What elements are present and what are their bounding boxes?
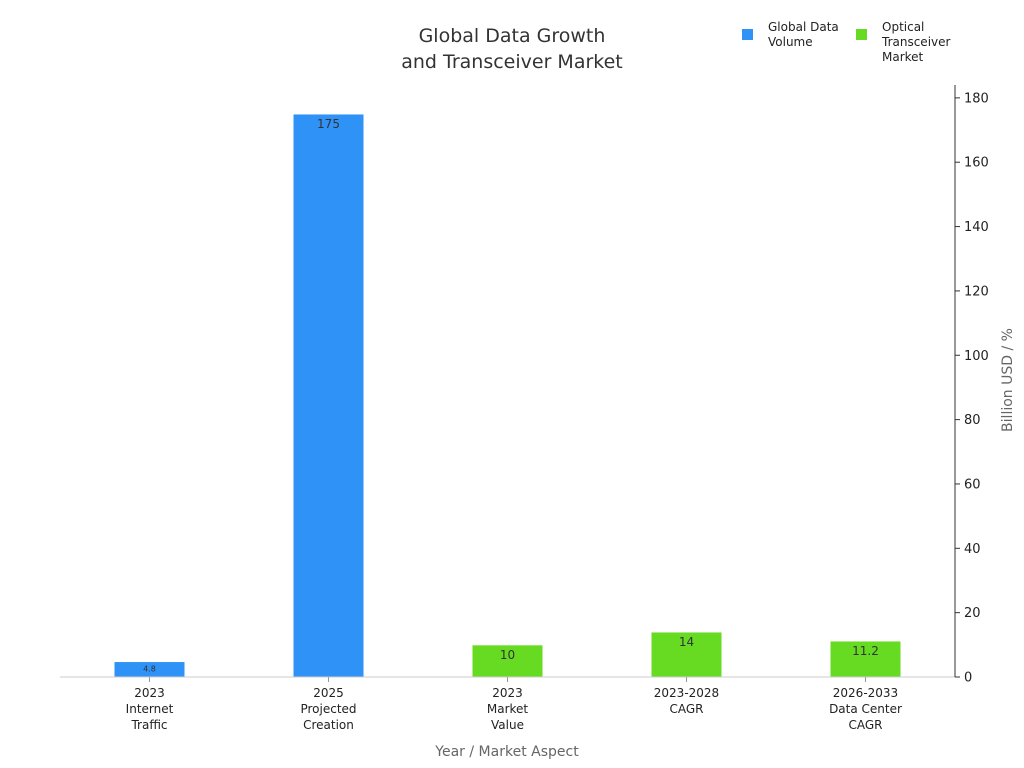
y-tick-label: 140 [964, 220, 989, 235]
x-tick-label: 2026-2033 [833, 686, 898, 700]
bar [829, 640, 902, 678]
y-tick-label: 40 [964, 542, 981, 557]
bars [113, 113, 902, 678]
x-tick-label: Value [491, 718, 524, 732]
x-tick-label: CAGR [848, 718, 882, 732]
bar [471, 644, 544, 678]
legend-swatch [742, 29, 753, 40]
bar [650, 631, 723, 678]
x-tick-label: Creation [303, 718, 354, 732]
bar [292, 113, 365, 678]
bar-value-label: 175 [317, 117, 340, 131]
bar-labels: 4.8 175 10 14 11.2 [143, 117, 879, 674]
y-tick-label: 180 [964, 91, 989, 106]
legend-label: Transceiver [881, 35, 951, 49]
x-tick-label: 2023 [134, 686, 165, 700]
x-tick-label: Internet [126, 702, 174, 716]
legend-label: Market [882, 50, 924, 64]
bar-value-label: 14 [679, 635, 694, 649]
x-tick-label: Traffic [130, 718, 167, 732]
bar-value-label: 4.8 [143, 665, 156, 674]
bar-value-label: 11.2 [852, 644, 879, 658]
x-tick-label: Data Center [829, 702, 902, 716]
y-axis-title: Billion USD / % [1000, 328, 1016, 432]
y-tick-label: 80 [964, 413, 981, 428]
y-tick-label: 0 [964, 671, 972, 686]
chart-title-line-2: and Transceiver Market [401, 51, 623, 73]
legend-label: Volume [768, 35, 813, 49]
x-axis-title: Year / Market Aspect [434, 744, 579, 760]
bar-value-label: 10 [500, 648, 515, 662]
legend-label: Global Data [768, 20, 839, 34]
x-tick-label: CAGR [669, 702, 703, 716]
y-tick-label: 120 [964, 284, 989, 299]
x-tick-label: Market [487, 702, 529, 716]
y-tick-label: 60 [964, 477, 981, 492]
y-axis: 0 20 40 60 80 100 120 140 160 180 [954, 85, 989, 686]
chart-title-line-1: Global Data Growth [419, 25, 606, 47]
x-tick-label: 2023 [492, 686, 523, 700]
y-tick-label: 20 [964, 606, 981, 621]
y-tick-label: 160 [964, 156, 989, 171]
legend-swatch [856, 29, 867, 40]
x-tick-label: Projected [300, 702, 356, 716]
x-tick-label: 2023-2028 [654, 686, 719, 700]
chart-title: Global Data Growth and Transceiver Marke… [401, 25, 623, 73]
x-axis: 2023 Internet Traffic 2025 Projected Creation… [60, 676, 955, 732]
y-tick-label: 100 [964, 349, 989, 364]
legend-label: Optical [882, 20, 924, 34]
x-tick-label: 2025 [313, 686, 344, 700]
